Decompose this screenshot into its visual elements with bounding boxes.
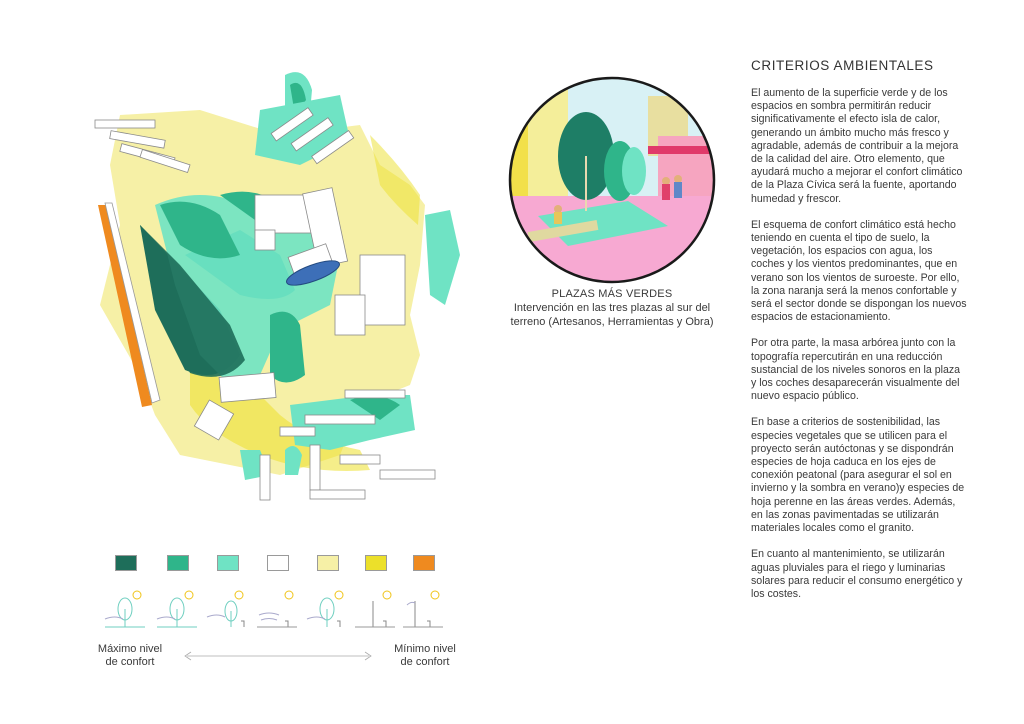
paragraph: Por otra parte, la masa arbórea junto co… xyxy=(751,337,961,403)
paragraph: En cuanto al mantenimiento, se utilizará… xyxy=(751,548,963,600)
pole-car-icon xyxy=(403,590,443,628)
water-pond xyxy=(286,260,340,286)
wind-sun-icon xyxy=(257,590,297,628)
legend-swatch-pale-yellow xyxy=(317,555,339,571)
tree-sun-icon xyxy=(104,590,145,628)
yellow-zone xyxy=(370,135,420,225)
dark-green-park xyxy=(160,201,240,259)
dark-green-park xyxy=(140,225,245,377)
illustration-caption: PLAZAS MÁS VERDES Intervención en las tr… xyxy=(510,287,714,329)
section-title: CRITERIOS AMBIENTALES xyxy=(751,58,934,73)
tree-car-icon xyxy=(306,590,344,627)
paragraph: En base a criterios de sostenibilidad, l… xyxy=(751,416,965,535)
tree-sun-icon xyxy=(156,590,197,628)
min-comfort-label: Mínimo nivel de confort xyxy=(394,643,456,668)
caption-text: Intervención en las tres plazas al sur d… xyxy=(510,302,714,328)
orange-zone xyxy=(98,205,152,407)
building-blocks xyxy=(193,389,436,501)
criteria-text-panel: CRITERIOS AMBIENTALES El aumento de la s… xyxy=(751,58,967,614)
legend-swatch-dark-green xyxy=(115,555,137,571)
legend-swatch-mint xyxy=(217,555,239,571)
legend-swatch-yellow xyxy=(365,555,387,571)
mint-park xyxy=(285,446,302,475)
mint-park xyxy=(425,210,460,305)
legend-swatch-white xyxy=(267,555,289,571)
pole-sun-icon xyxy=(355,590,395,628)
comfort-range-arrow xyxy=(184,651,372,661)
building-blocks xyxy=(94,107,406,403)
comfort-site-plan xyxy=(94,72,460,501)
green-park xyxy=(350,396,400,420)
legend-swatch-orange xyxy=(413,555,435,571)
paragraph: El aumento de la superficie verde y de l… xyxy=(751,87,963,205)
paragraph: El esquema de confort climático está hec… xyxy=(751,218,967,324)
white-strip xyxy=(104,202,161,404)
legend-swatch-green xyxy=(167,555,189,571)
max-comfort-label: Máximo nivel de confort xyxy=(97,643,163,668)
caption-title: PLAZAS MÁS VERDES xyxy=(551,288,673,300)
green-park xyxy=(270,311,305,383)
plaza-illustration xyxy=(508,76,716,284)
tree-wind-icon xyxy=(206,590,245,627)
